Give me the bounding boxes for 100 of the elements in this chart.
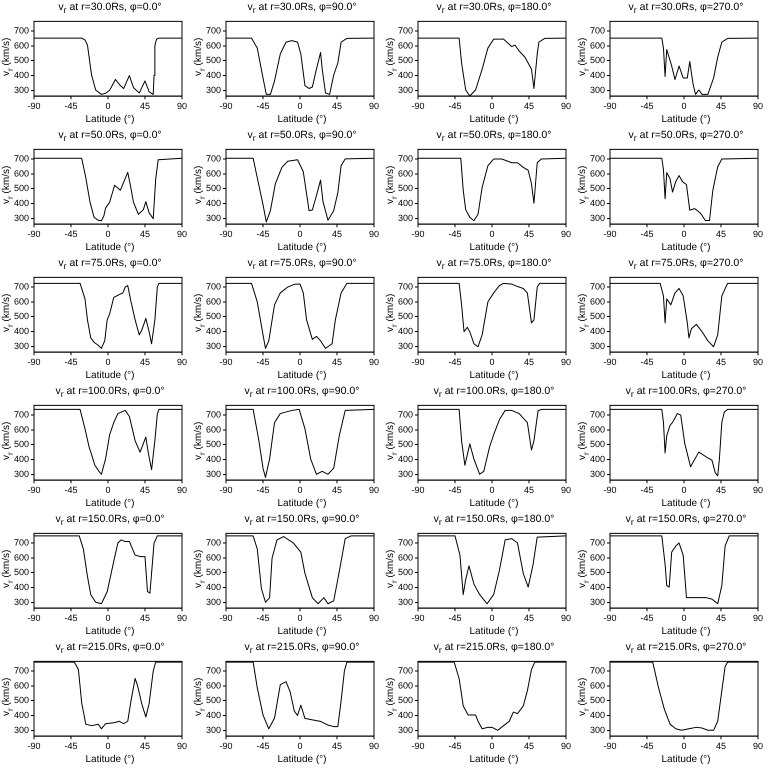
chart-title: v$_{r}$ at r=75.0Rs, φ=0.0° <box>57 256 163 272</box>
x-tick-label: 90 <box>176 741 188 752</box>
chart-title: v$_{r}$ at r=150.0Rs, φ=0.0° <box>54 512 166 528</box>
y-tick-label: 700 <box>398 282 414 292</box>
y-tick-label: 700 <box>398 410 414 420</box>
y-tick-label: 700 <box>590 26 606 36</box>
x-tick-label: 0 <box>682 741 687 752</box>
chart-title: v$_{r}$ at r=100.0Rs, φ=0.0° <box>54 384 166 400</box>
x-tick-label: -90 <box>28 613 41 624</box>
y-tick-label: 400 <box>14 326 30 336</box>
y-tick-label: 300 <box>14 84 30 95</box>
y-tick-label: 400 <box>398 198 414 208</box>
y-tick-label: 700 <box>206 666 222 676</box>
x-axis-title: Latitude (°) <box>84 625 136 638</box>
x-tick-label: 45 <box>140 485 150 496</box>
x-axis-title: Latitude (°) <box>468 369 520 382</box>
y-tick-label: 700 <box>398 538 414 548</box>
x-axis-title: Latitude (°) <box>276 113 328 126</box>
x-tick-label: 90 <box>752 741 764 752</box>
chart-title: v$_{r}$ at r=215.0Rs, φ=270.0° <box>624 640 748 656</box>
y-tick-label: 600 <box>590 40 606 50</box>
x-tick-label: 45 <box>332 101 342 112</box>
x-tick-label: 45 <box>140 357 150 368</box>
y-tick-label: 500 <box>398 567 414 578</box>
y-tick-label: 600 <box>14 296 30 306</box>
x-tick-label: 0 <box>682 101 687 112</box>
x-axis-title: Latitude (°) <box>84 241 136 254</box>
y-tick-label: 300 <box>398 340 414 351</box>
y-tick-label: 700 <box>398 666 414 676</box>
x-tick-label: 45 <box>140 741 150 752</box>
y-tick-label: 300 <box>206 468 222 479</box>
x-tick-label: -45 <box>448 613 462 624</box>
y-tick-label: 500 <box>206 695 222 706</box>
x-tick-label: 45 <box>716 229 726 240</box>
x-axis-title: Latitude (°) <box>660 625 712 638</box>
y-tick-label: 700 <box>206 26 222 36</box>
y-tick-label: 600 <box>590 168 606 178</box>
y-tick-label: 400 <box>14 70 30 80</box>
x-tick-label: -90 <box>220 357 233 368</box>
x-tick-label: -90 <box>28 741 41 752</box>
y-tick-label: 500 <box>590 311 606 322</box>
x-tick-label: 0 <box>490 613 495 624</box>
x-tick-label: 90 <box>752 357 764 368</box>
x-tick-label: -90 <box>412 741 425 752</box>
y-tick-label: 700 <box>398 26 414 36</box>
y-tick-label: 700 <box>398 154 414 164</box>
x-axis-title: Latitude (°) <box>84 497 136 510</box>
x-tick-label: 45 <box>524 485 534 496</box>
x-tick-label: 45 <box>716 357 726 368</box>
x-tick-label: -90 <box>220 229 233 240</box>
x-tick-label: -90 <box>412 485 425 496</box>
x-tick-label: 0 <box>682 229 687 240</box>
x-tick-label: 90 <box>560 613 572 624</box>
y-tick-label: 600 <box>206 168 222 178</box>
y-tick-label: 500 <box>206 55 222 66</box>
x-tick-label: -45 <box>64 485 78 496</box>
x-tick-label: -45 <box>256 485 270 496</box>
y-tick-label: 700 <box>14 282 30 292</box>
y-tick-label: 400 <box>590 454 606 464</box>
x-tick-label: 90 <box>368 101 380 112</box>
x-tick-label: 45 <box>332 741 342 752</box>
x-axis-title: Latitude (°) <box>660 753 712 766</box>
y-tick-label: 500 <box>206 311 222 322</box>
y-tick-label: 300 <box>590 84 606 95</box>
chart-title: v$_{r}$ at r=215.0Rs, φ=90.0° <box>244 640 360 656</box>
y-tick-label: 400 <box>14 454 30 464</box>
y-tick-label: 500 <box>14 439 30 450</box>
x-axis-title: Latitude (°) <box>468 625 520 638</box>
y-tick-label: 300 <box>398 596 414 607</box>
y-tick-label: 400 <box>14 582 30 592</box>
x-tick-label: 45 <box>140 613 150 624</box>
x-tick-label: 0 <box>106 229 111 240</box>
y-tick-label: 600 <box>206 40 222 50</box>
x-tick-label: 0 <box>106 101 111 112</box>
y-tick-label: 500 <box>590 439 606 450</box>
y-tick-label: 600 <box>590 296 606 306</box>
chart-title: v$_{r}$ at r=150.0Rs, φ=270.0° <box>624 512 748 528</box>
y-tick-label: 500 <box>398 439 414 450</box>
y-tick-label: 300 <box>14 596 30 607</box>
x-tick-label: -45 <box>64 101 78 112</box>
y-tick-label: 600 <box>590 552 606 562</box>
x-tick-label: 90 <box>176 101 188 112</box>
y-tick-label: 700 <box>206 282 222 292</box>
x-axis-title: Latitude (°) <box>276 753 328 766</box>
x-tick-label: 45 <box>524 101 534 112</box>
y-tick-label: 300 <box>398 468 414 479</box>
y-tick-label: 300 <box>206 340 222 351</box>
y-tick-label: 500 <box>398 695 414 706</box>
x-tick-label: 90 <box>368 357 380 368</box>
x-tick-label: -45 <box>640 357 654 368</box>
y-tick-label: 600 <box>206 424 222 434</box>
y-tick-label: 300 <box>590 212 606 223</box>
x-tick-label: 45 <box>140 229 150 240</box>
y-tick-label: 500 <box>14 311 30 322</box>
chart-title: v$_{r}$ at r=50.0Rs, φ=180.0° <box>436 128 552 144</box>
y-tick-label: 400 <box>590 582 606 592</box>
y-tick-label: 500 <box>398 183 414 194</box>
x-tick-label: 90 <box>752 101 764 112</box>
x-axis-title: Latitude (°) <box>276 369 328 382</box>
y-tick-label: 300 <box>398 84 414 95</box>
